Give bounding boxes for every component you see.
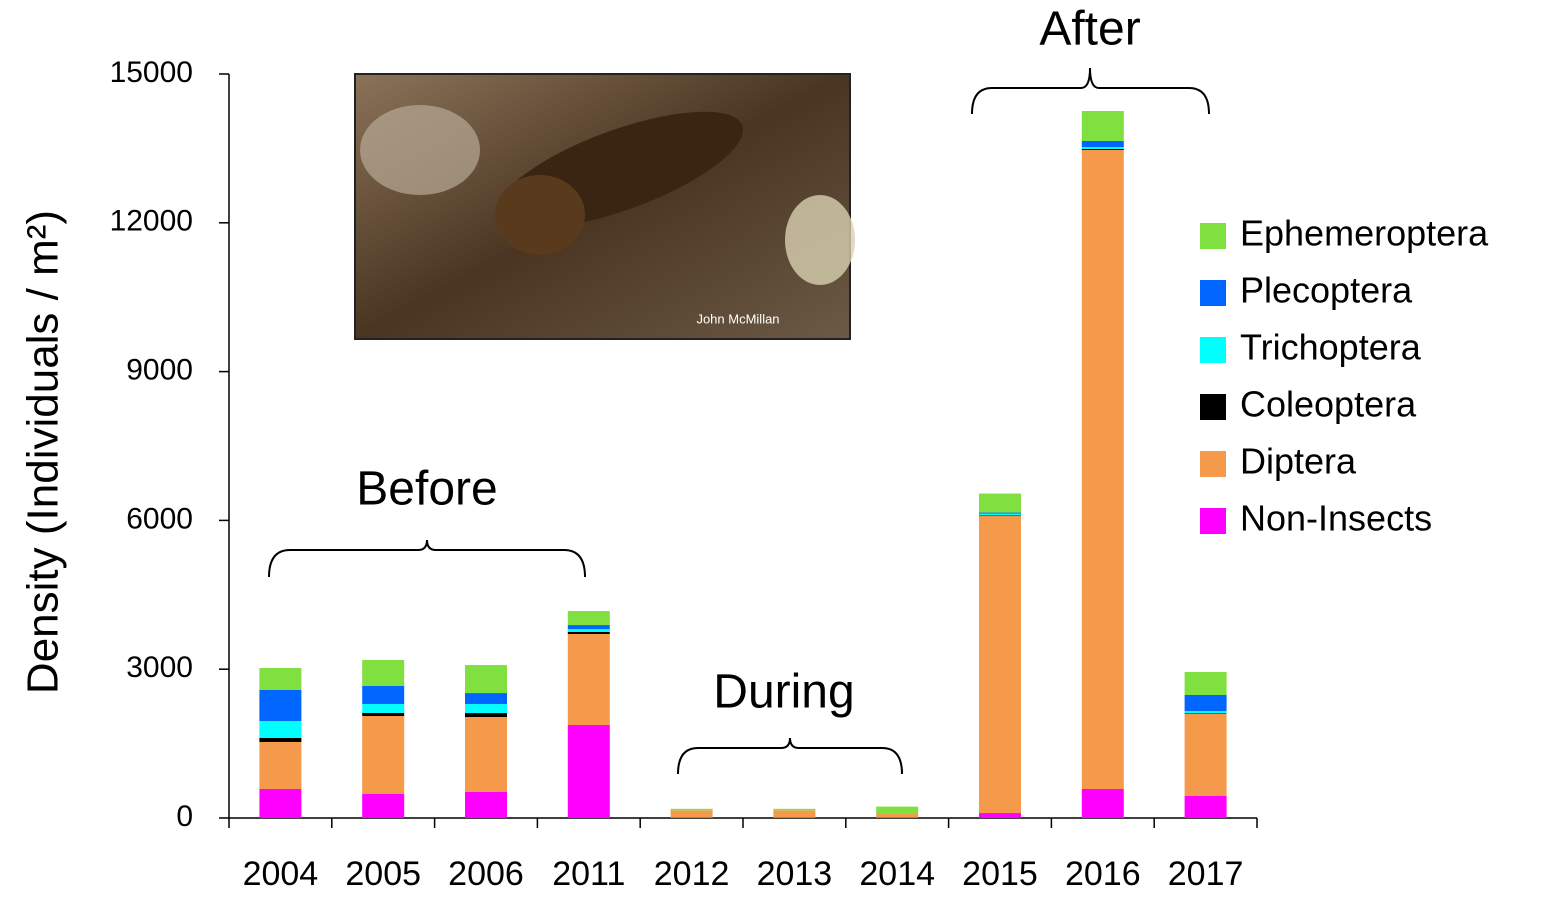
x-tick-label: 2017	[1168, 855, 1244, 893]
bar-segment	[362, 715, 405, 794]
y-tick-label: 6000	[126, 502, 193, 535]
bar-segment	[567, 611, 610, 626]
bar-segment	[259, 689, 302, 721]
bar-segment	[465, 693, 507, 705]
x-tick-label: 2015	[962, 855, 1038, 893]
annotation: During	[713, 666, 854, 719]
brace	[677, 737, 903, 775]
annotation: Before	[356, 463, 497, 516]
bar-segment	[670, 810, 713, 818]
bar-segment	[259, 667, 302, 690]
bar-segment	[773, 810, 816, 818]
bar-segment	[567, 633, 610, 725]
bar-segment	[773, 808, 816, 811]
bar-segment	[1081, 111, 1124, 142]
legend-label: Plecoptera	[1240, 270, 1413, 311]
bar-segment	[876, 806, 919, 815]
legend-swatch	[1200, 223, 1226, 249]
legend-label: Ephemeroptera	[1240, 213, 1489, 254]
bar-segment	[979, 513, 1021, 516]
y-axis-label: Density (Individuals / m²)	[19, 210, 68, 694]
bar-segment	[1081, 149, 1124, 789]
photo-credit: John McMillan	[696, 311, 779, 326]
legend-label: Trichoptera	[1240, 327, 1422, 368]
bar-segment	[465, 792, 507, 818]
bar-segment	[1184, 711, 1227, 714]
x-tick-label: 2013	[757, 855, 833, 893]
bar-segment	[465, 713, 507, 718]
y-tick-label: 12000	[110, 205, 193, 238]
bar-segment	[1081, 141, 1124, 148]
bar-segment	[979, 516, 1021, 814]
legend-swatch	[1200, 337, 1226, 363]
bar-segment	[1081, 148, 1124, 150]
bar-segment	[567, 632, 610, 634]
y-tick-label: 3000	[126, 651, 193, 684]
bar-segment	[1184, 694, 1227, 712]
bar-segment	[979, 493, 1021, 513]
bar-segment	[465, 717, 507, 793]
bar-segment	[465, 704, 507, 714]
bar-segment	[259, 741, 302, 789]
legend-swatch	[1200, 508, 1226, 534]
bar-segment	[259, 720, 302, 738]
bar-segment	[1184, 671, 1227, 695]
x-tick-label: 2004	[243, 855, 319, 893]
x-tick-label: 2005	[345, 855, 421, 893]
y-tick-label: 0	[176, 800, 193, 833]
brace	[971, 67, 1210, 115]
bar-segment	[979, 512, 1021, 514]
bar-segment	[567, 725, 610, 818]
bar-segment	[979, 813, 1021, 818]
legend-swatch	[1200, 451, 1226, 477]
bar-segment	[876, 814, 919, 818]
bar-segment	[670, 808, 713, 811]
legend-label: Non-Insects	[1240, 498, 1432, 539]
legend-swatch	[1200, 280, 1226, 306]
x-tick-label: 2011	[552, 855, 625, 893]
legend-swatch	[1200, 394, 1226, 420]
photo: John McMillan	[354, 73, 855, 340]
bar-segment	[1184, 713, 1227, 796]
bar-segment	[567, 625, 610, 630]
bar-segment	[1081, 147, 1124, 149]
bar-segment	[362, 712, 405, 716]
legend-label: Coleoptera	[1240, 384, 1417, 425]
y-tick-label: 9000	[126, 354, 193, 387]
y-tick-label: 15000	[110, 56, 193, 89]
bar-segment	[259, 737, 302, 742]
bar-segment	[567, 629, 610, 632]
bar-segment	[465, 665, 507, 694]
bar-segment	[362, 704, 405, 713]
x-tick-label: 2016	[1065, 855, 1141, 893]
annotation: After	[1039, 3, 1140, 56]
x-tick-label: 2012	[654, 855, 730, 893]
x-tick-label: 2006	[448, 855, 524, 893]
bar-segment	[362, 660, 405, 687]
bar-segment	[259, 788, 302, 818]
legend-label: Diptera	[1240, 441, 1357, 482]
x-tick-label: 2014	[859, 855, 935, 893]
bar-segment	[362, 686, 405, 705]
bar-segment	[362, 793, 405, 818]
bar-segment	[1184, 795, 1227, 818]
brace	[268, 539, 586, 578]
bar-segment	[1081, 788, 1124, 818]
